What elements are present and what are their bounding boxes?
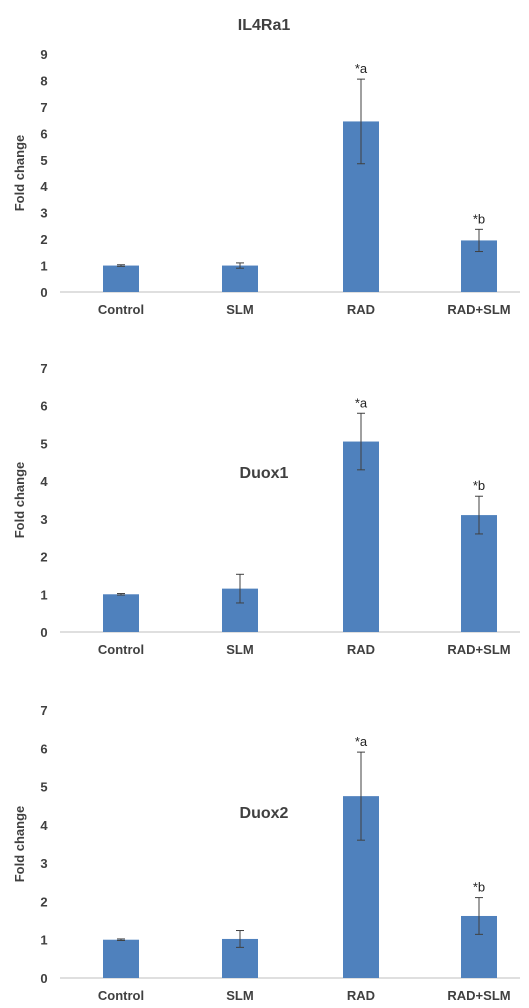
y-tick-label: 7 — [40, 703, 47, 718]
bar-rad-slm — [461, 515, 497, 632]
y-axis-label: Fold change — [12, 806, 27, 883]
significance-label: *a — [355, 61, 368, 76]
y-tick-label: 2 — [40, 550, 47, 565]
y-tick-label: 6 — [40, 399, 47, 414]
y-tick-label: 4 — [40, 474, 48, 489]
category-label: Control — [98, 302, 144, 317]
category-label: Control — [98, 988, 144, 1003]
category-label: RAD+SLM — [447, 302, 510, 317]
y-tick-label: 2 — [40, 232, 47, 247]
category-label: SLM — [226, 642, 253, 657]
y-tick-label: 0 — [40, 285, 47, 300]
y-tick-label: 1 — [40, 933, 47, 948]
chart-3: Duox2 0 1 2 3 4 5 6 7 Fold change Control SLM *a RAD *… — [12, 703, 520, 1003]
y-tick-label: 5 — [40, 153, 47, 168]
chart-title: Duox2 — [240, 805, 289, 822]
y-tick-label: 4 — [40, 818, 48, 833]
y-tick-label: 1 — [40, 587, 47, 602]
chart-title: IL4Ra1 — [238, 17, 291, 34]
y-tick-label: 0 — [40, 971, 47, 986]
significance-label: *b — [473, 880, 485, 895]
y-tick-label: 3 — [40, 856, 47, 871]
chart-1: IL4Ra1 0 1 2 3 4 5 6 7 8 9 Fold change Control SLM *a R… — [12, 17, 520, 317]
y-tick-label: 5 — [40, 780, 47, 795]
significance-label: *a — [355, 395, 368, 410]
category-label: RAD — [347, 302, 375, 317]
y-tick-label: 7 — [40, 100, 47, 115]
y-tick-label: 7 — [40, 361, 47, 376]
y-tick-label: 3 — [40, 206, 47, 221]
category-label: RAD — [347, 988, 375, 1003]
y-tick-label: 1 — [40, 259, 47, 274]
bar-control — [103, 265, 139, 292]
category-label: Control — [98, 642, 144, 657]
category-label: RAD — [347, 642, 375, 657]
y-tick-label: 0 — [40, 625, 47, 640]
bar-control — [103, 594, 139, 632]
bar-slm — [222, 265, 258, 292]
y-axis-label: Fold change — [12, 462, 27, 539]
y-tick-label: 6 — [40, 126, 47, 141]
y-tick-label: 9 — [40, 47, 47, 62]
bar-control — [103, 939, 139, 978]
category-label: SLM — [226, 988, 253, 1003]
y-tick-label: 4 — [40, 179, 48, 194]
significance-label: *a — [355, 734, 368, 749]
category-label: RAD+SLM — [447, 642, 510, 657]
significance-label: *b — [473, 211, 485, 226]
category-label: SLM — [226, 302, 253, 317]
bar-rad — [343, 441, 379, 632]
y-tick-label: 8 — [40, 73, 47, 88]
category-label: RAD+SLM — [447, 988, 510, 1003]
chart-2: Duox1 0 1 2 3 4 5 6 7 Fold change Control SLM *a RAD *… — [12, 361, 520, 657]
y-axis-label: Fold change — [12, 135, 27, 212]
y-tick-label: 2 — [40, 894, 47, 909]
significance-label: *b — [473, 478, 485, 493]
y-tick-label: 5 — [40, 436, 47, 451]
chart-title: Duox1 — [240, 465, 289, 482]
y-tick-label: 6 — [40, 741, 47, 756]
y-tick-label: 3 — [40, 512, 47, 527]
